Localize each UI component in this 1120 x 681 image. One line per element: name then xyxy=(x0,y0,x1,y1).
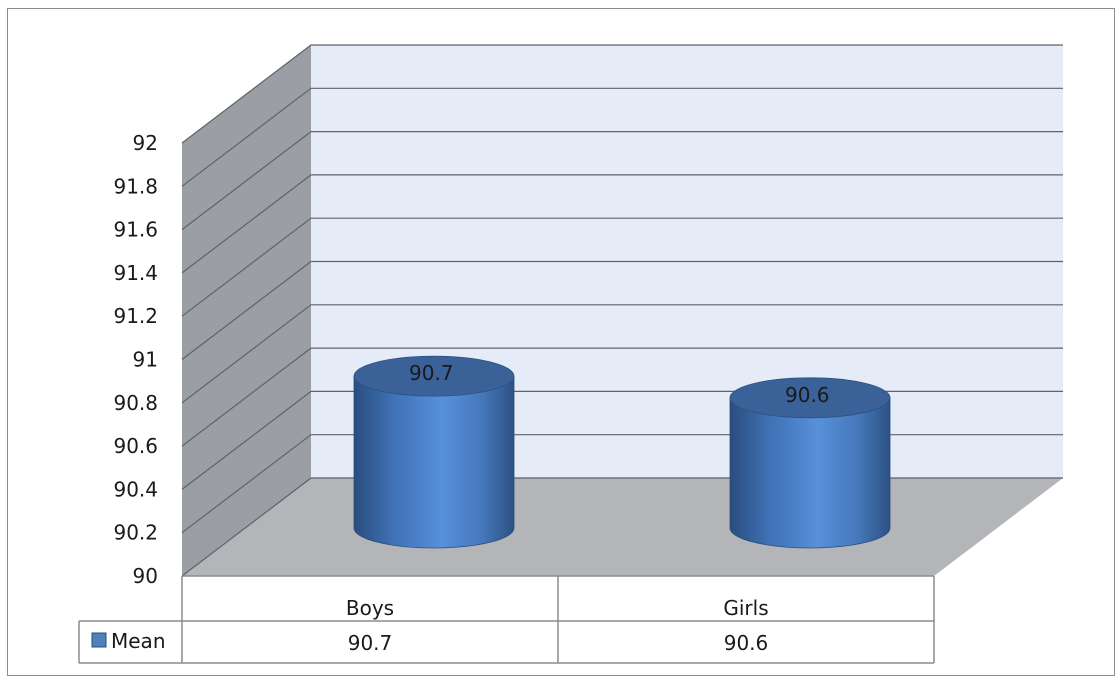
grid-line xyxy=(181,87,1063,187)
floor xyxy=(182,478,1063,576)
y-tick-label: 91.4 xyxy=(113,261,158,285)
chart-frame: 92 91.8 91.6 91.4 91.2 91 90.8 90.6 90.4 90.2 90 9… xyxy=(7,8,1115,676)
chart-svg: 92 91.8 91.6 91.4 91.2 91 90.8 90.6 90.4 90.2 90 9… xyxy=(78,44,1063,664)
y-tick-label: 90.2 xyxy=(113,521,158,545)
grid-line xyxy=(181,304,1063,404)
grid-line xyxy=(181,131,1063,231)
y-tick-label: 90.6 xyxy=(113,434,158,458)
bars xyxy=(353,355,891,549)
grid-line xyxy=(181,44,1063,144)
table-value-girls: 90.6 xyxy=(724,631,769,655)
data-label-girls: 90.6 xyxy=(785,383,830,407)
legend-swatch xyxy=(91,632,107,648)
y-tick-label: 90 xyxy=(133,564,158,588)
grid-line xyxy=(181,347,1063,447)
y-tick-label: 90.8 xyxy=(113,391,158,415)
grid-line xyxy=(181,217,1063,317)
data-labels: 90.7 90.6 xyxy=(409,361,830,407)
bar-girls xyxy=(729,377,891,549)
y-axis-tick-labels: 92 91.8 91.6 91.4 91.2 91 90.8 90.6 90.4 90.2 90 xyxy=(113,131,158,588)
y-tick-label: 91.8 xyxy=(113,174,158,198)
data-label-boys: 90.7 xyxy=(409,361,454,385)
table-value-boys: 90.7 xyxy=(348,631,393,655)
grid-lines xyxy=(181,44,1063,577)
category-label-boys: Boys xyxy=(346,596,394,620)
y-tick-label: 91.6 xyxy=(113,218,158,242)
legend-series-name: Mean xyxy=(111,629,166,653)
grid-line xyxy=(181,260,1063,360)
data-table: Boys Girls Mean 90.7 90.6 xyxy=(78,575,935,664)
bar-body xyxy=(729,397,891,549)
y-tick-label: 91.2 xyxy=(113,304,158,328)
bar-boys xyxy=(353,355,515,549)
bar-top xyxy=(353,355,515,397)
y-tick-label: 92 xyxy=(133,131,158,155)
y-tick-label: 91 xyxy=(133,348,158,372)
y-tick-label: 90.4 xyxy=(113,477,158,501)
category-label-girls: Girls xyxy=(723,596,768,620)
grid-line xyxy=(181,174,1063,274)
bar-body xyxy=(353,375,515,549)
bar-top xyxy=(729,377,891,419)
